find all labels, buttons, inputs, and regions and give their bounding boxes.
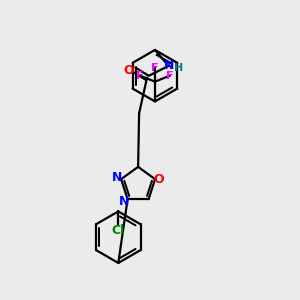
Text: F: F [136,71,144,81]
Text: F: F [151,63,159,73]
Text: F: F [166,71,174,81]
Text: Cl: Cl [112,224,125,237]
Text: O: O [154,173,164,186]
Text: O: O [123,64,134,77]
Text: H: H [174,63,183,73]
Text: N: N [118,195,129,208]
Text: N: N [112,171,122,184]
Text: N: N [164,59,174,72]
